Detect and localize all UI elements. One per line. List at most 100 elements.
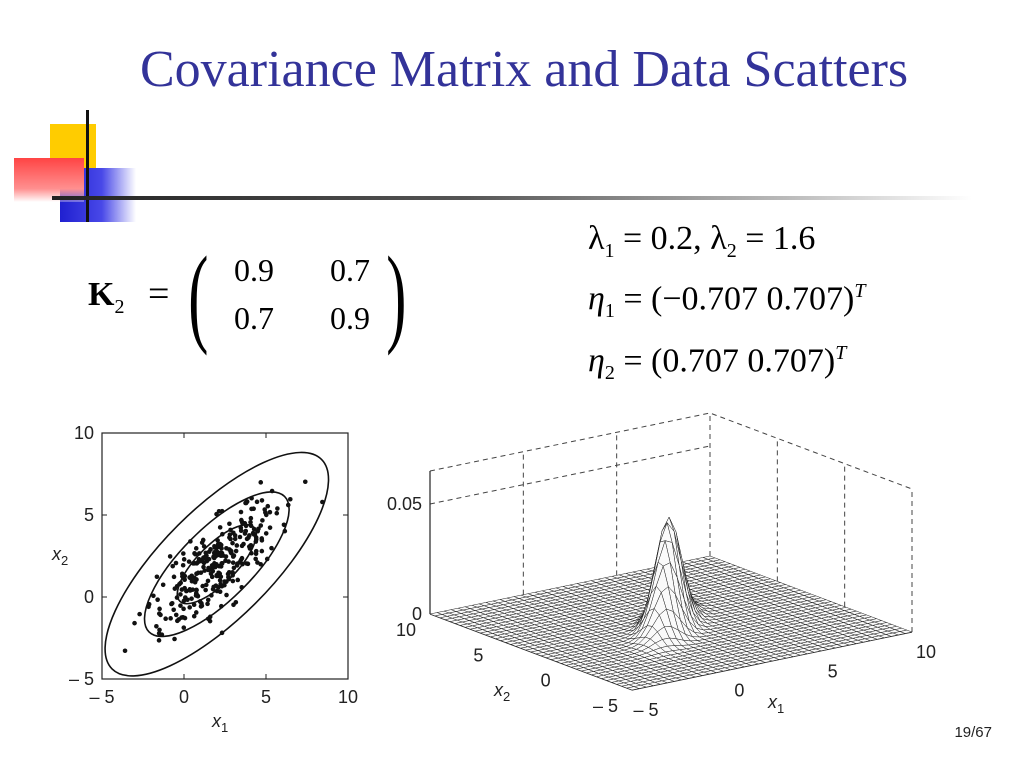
scatter-point	[253, 548, 259, 554]
scatter-y-tick-label: – 5	[69, 669, 94, 689]
scatter-point	[172, 636, 177, 642]
scatter-point	[213, 583, 219, 588]
scatter-point	[189, 573, 194, 579]
scatter-point	[239, 555, 245, 561]
matrix-cell: 0.7	[234, 300, 274, 336]
scatter-point	[195, 559, 201, 565]
scatter-point	[215, 541, 221, 547]
lambda-value: = 1.6	[736, 220, 816, 257]
surface-x1-tick-label: – 5	[633, 700, 658, 720]
scatter-point	[193, 610, 199, 615]
scatter-point	[255, 560, 260, 565]
surface-z-tick-label: 0	[412, 604, 422, 624]
scatter-point	[173, 560, 179, 566]
scatter-plot: – 5 0 5 10 10 5 0 – 5 x1 x2	[51, 423, 358, 735]
page-number: 19/67	[954, 724, 992, 741]
scatter-point	[218, 574, 224, 580]
scatter-point	[258, 523, 264, 528]
scatter-point	[212, 549, 217, 555]
scatter-point	[151, 593, 156, 599]
eta-value: = (−0.707 0.707)	[614, 280, 855, 318]
scatter-point	[212, 545, 218, 550]
scatter-point	[179, 615, 184, 620]
surface-x2-label: x2	[493, 680, 510, 704]
surface-x2-tick-label: 0	[541, 671, 551, 691]
surface-x2-tick-label: – 5	[593, 696, 618, 716]
scatter-point	[258, 480, 264, 485]
scatter-point	[269, 545, 274, 551]
scatter-point	[249, 506, 254, 512]
scatter-point	[237, 534, 243, 540]
scatter-point	[137, 611, 142, 617]
scatter-x-tick-label: 10	[338, 687, 358, 707]
scatter-point	[169, 601, 175, 606]
scatter-point	[209, 563, 215, 568]
scatter-point	[193, 551, 198, 557]
scatter-point	[173, 612, 179, 618]
surface-x1-label: x1	[767, 692, 784, 716]
scatter-point	[194, 591, 199, 597]
scatter-point	[155, 597, 160, 602]
scatter-point	[201, 564, 206, 570]
scatter-y-tick-label: 0	[84, 587, 94, 607]
scatter-point	[122, 648, 128, 654]
scatter-point	[223, 554, 229, 559]
scatter-frame	[101, 432, 349, 680]
scatter-point	[157, 627, 162, 633]
scatter-point	[208, 547, 213, 552]
scatter-point	[208, 571, 214, 577]
scatter-point	[187, 588, 193, 593]
scatter-point	[263, 510, 268, 515]
eta-symbol: η	[588, 342, 605, 380]
scatter-point	[181, 625, 187, 630]
matrix-cell: 0.7	[330, 252, 370, 288]
scatter-x-label: x1	[211, 711, 228, 735]
scatter-point	[231, 565, 237, 571]
scatter-point	[157, 606, 162, 612]
scatter-point	[231, 530, 236, 536]
scatter-x-tick-label: 5	[261, 687, 271, 707]
scatter-point	[205, 601, 210, 607]
scatter-point	[205, 578, 211, 584]
scatter-point	[194, 571, 199, 576]
surface-x1-tick-label: 5	[828, 661, 838, 681]
scatter-point	[206, 556, 212, 562]
scatter-point	[254, 499, 260, 505]
scatter-point	[243, 528, 249, 534]
scatter-point	[209, 567, 215, 572]
scatter-points	[122, 479, 325, 654]
scatter-point	[217, 578, 223, 583]
lambda-symbol: λ	[710, 220, 727, 257]
scatter-point	[182, 595, 188, 600]
scatter-point	[247, 533, 252, 538]
scatter-point	[234, 543, 240, 548]
scatter-point	[178, 603, 183, 608]
scatter-point	[200, 583, 205, 589]
scatter-x-tick-label: – 5	[89, 687, 114, 707]
lambda-subscript: 2	[726, 239, 737, 262]
scatter-point	[263, 531, 269, 536]
scatter-point	[179, 587, 185, 592]
scatter-point	[259, 536, 265, 541]
scatter-point	[239, 543, 245, 549]
scatter-point	[180, 562, 186, 568]
scatter-point	[182, 577, 187, 583]
scatter-point	[181, 606, 186, 612]
scatter-point	[231, 602, 236, 608]
scatter-point	[189, 596, 194, 601]
scatter-point	[160, 582, 166, 588]
scatter-point	[248, 515, 254, 521]
scatter-point	[178, 592, 183, 597]
scatter-point	[217, 552, 223, 558]
surface-x2-tick-label: 5	[473, 645, 483, 665]
scatter-point	[170, 563, 176, 569]
scatter-point	[274, 510, 280, 516]
lambda-value: = 0.2,	[614, 220, 711, 257]
scatter-point	[227, 547, 232, 552]
scatter-point	[267, 525, 273, 530]
scatter-ticks: – 5 0 5 10 10 5 0 – 5	[69, 423, 358, 707]
scatter-point	[181, 551, 186, 556]
scatter-x-tick-label: 0	[179, 687, 189, 707]
